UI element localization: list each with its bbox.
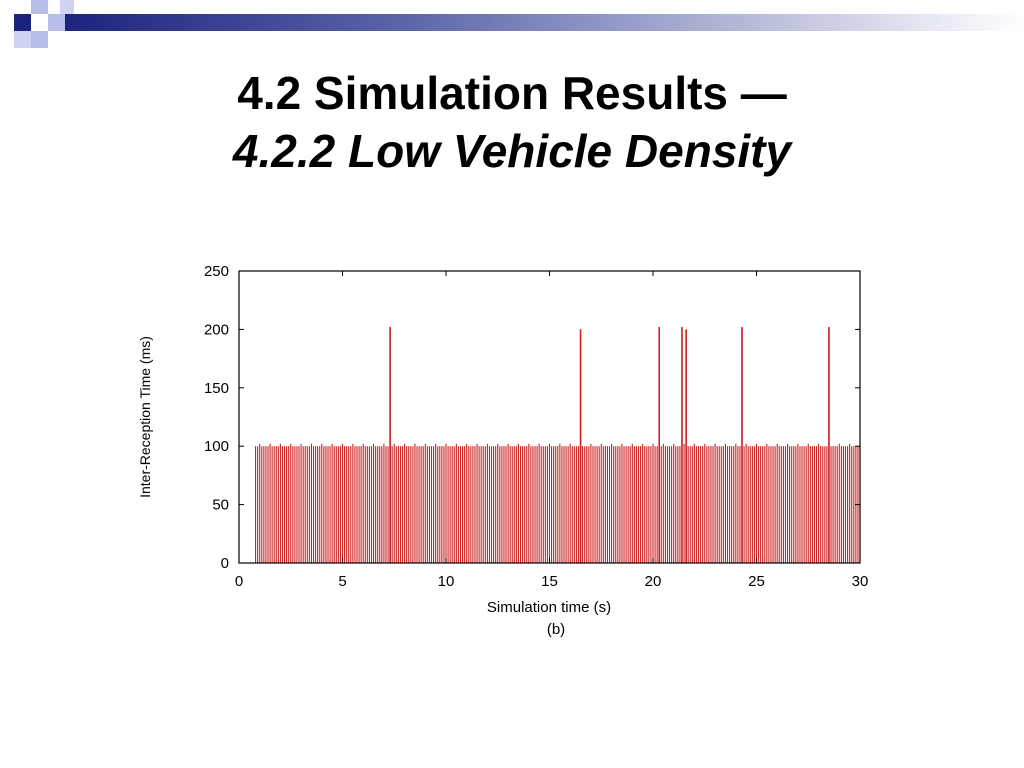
header-decoration: [14, 0, 1024, 48]
deco-square-light-3: [31, 31, 48, 48]
x-tick-label: 0: [235, 573, 243, 590]
x-axis-label: Simulation time (s): [487, 599, 611, 616]
deco-square-light-1: [31, 0, 48, 14]
y-tick-label: 100: [204, 438, 229, 455]
y-tick-label: 50: [212, 497, 229, 514]
x-tick-label: 20: [645, 573, 662, 590]
header-gradient-bar: [60, 14, 1024, 31]
y-tick-label: 0: [221, 555, 229, 572]
inter-reception-chart: 0 5 10 15 20 25 30 0 50 100 150 200 250 Simulation …: [120, 255, 890, 650]
x-tick-label: 15: [541, 573, 558, 590]
chart-svg: 0 5 10 15 20 25 30 0 50 100 150 200 250 Simulation …: [137, 263, 869, 638]
chart-caption: (b): [547, 621, 565, 638]
y-axis-label: Inter-Reception Time (ms): [137, 336, 153, 498]
y-tick-label: 200: [204, 321, 229, 338]
slide-title-sub: 4.2.2 Low Vehicle Density: [232, 125, 792, 177]
deco-square-light-5: [60, 0, 74, 14]
slide-title: 4.2 Simulation Results ― 4.2.2 Low Vehic…: [0, 64, 1024, 180]
y-tick-label: 250: [204, 263, 229, 280]
x-ticks: 0 5 10 15 20 25 30: [235, 271, 869, 590]
deco-square-light-2: [48, 14, 65, 31]
x-tick-label: 25: [748, 573, 765, 590]
deco-square-light-4: [14, 31, 31, 48]
x-tick-label: 30: [852, 573, 869, 590]
y-tick-label: 150: [204, 380, 229, 397]
bars-group: [255, 327, 861, 563]
deco-square-dark-1: [14, 14, 31, 31]
x-tick-label: 5: [338, 573, 346, 590]
slide-title-main: 4.2 Simulation Results ―: [237, 67, 787, 119]
y-ticks: 0 50 100 150 200 250: [204, 263, 860, 572]
x-tick-label: 10: [438, 573, 455, 590]
